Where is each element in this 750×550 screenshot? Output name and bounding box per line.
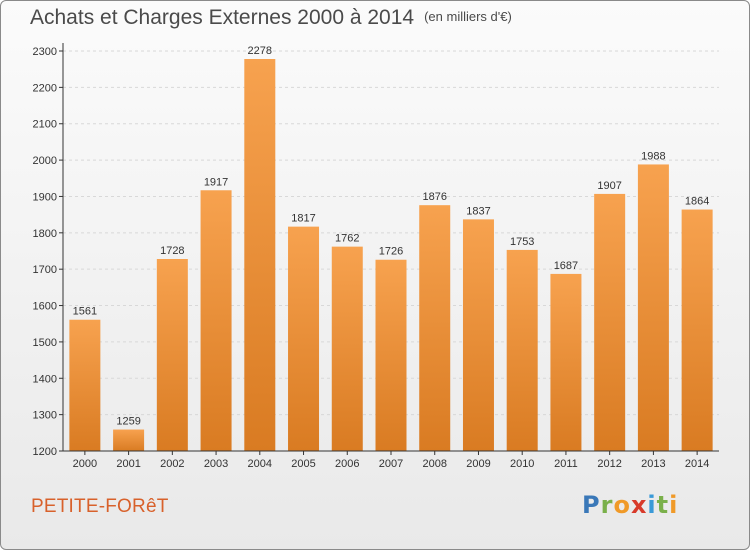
x-tick-label: 2011: [554, 458, 578, 470]
x-tick-label: 2004: [248, 458, 272, 470]
bar: [200, 190, 232, 452]
logo-letter: o: [613, 491, 631, 519]
logo-letter: r: [600, 491, 614, 519]
data-label: 1837: [466, 205, 490, 217]
axes: 1200 1300 1400 1500 1600 1700 1800 1900 2000 2100…: [33, 43, 719, 470]
data-label: 1726: [379, 246, 403, 258]
data-label: 1907: [597, 180, 621, 192]
bar: [113, 429, 145, 451]
x-tick-label: 2003: [204, 458, 228, 470]
y-tick-label: 2200: [33, 82, 57, 94]
y-tick-label: 1800: [33, 228, 57, 240]
y-tick-label: 2100: [33, 119, 57, 131]
bar: [506, 249, 538, 451]
bar: [69, 319, 101, 451]
data-label: 1876: [422, 191, 446, 203]
bar: [331, 246, 363, 451]
logo-letter: P: [582, 491, 601, 519]
logo-letter: i: [669, 491, 679, 519]
data-label: 1753: [510, 236, 534, 248]
x-tick-label: 2007: [379, 458, 403, 470]
x-tick-label: 2000: [73, 458, 97, 470]
x-tick-label: 2010: [510, 458, 534, 470]
x-tick-label: 2005: [291, 458, 315, 470]
y-tick-label: 1400: [33, 373, 57, 385]
data-label: 1917: [204, 176, 228, 188]
y-tick-label: 2300: [33, 46, 57, 58]
data-label: 1762: [335, 233, 359, 245]
data-label: 1561: [73, 306, 97, 318]
y-tick-label: 1600: [33, 301, 57, 313]
logo-letter: x: [630, 491, 648, 519]
bar: [594, 193, 626, 451]
logo-letter: i: [647, 491, 657, 519]
bar: [462, 219, 494, 451]
data-label: 1864: [685, 196, 709, 208]
data-labels: 1561 1259 1728 1917 2278 1817 1762 1726 1876 1837…: [73, 45, 710, 428]
x-tick-label: 2014: [685, 458, 709, 470]
data-label: 2278: [248, 45, 272, 57]
x-tick-label: 2006: [335, 458, 359, 470]
x-tick-label: 2012: [597, 458, 621, 470]
y-tick-label: 1900: [33, 191, 57, 203]
x-tick-label: 2002: [160, 458, 184, 470]
bar: [419, 205, 451, 451]
bar: [375, 259, 407, 451]
y-tick-label: 1700: [33, 264, 57, 276]
bar: [244, 59, 276, 451]
x-tick-label: 2008: [422, 458, 446, 470]
logo-letter: t: [656, 491, 670, 519]
data-label: 1728: [160, 245, 184, 257]
y-tick-label: 1200: [33, 446, 57, 458]
bar: [550, 273, 582, 451]
x-tick-label: 2013: [641, 458, 665, 470]
y-tick-label: 1300: [33, 410, 57, 422]
data-label: 1817: [291, 213, 315, 225]
bar: [637, 164, 669, 452]
data-label: 1988: [641, 150, 665, 162]
chart-subtitle: (en milliers d'€): [424, 9, 512, 24]
y-tick-label: 2000: [33, 155, 57, 167]
x-tick-label: 2009: [466, 458, 490, 470]
data-label: 1259: [116, 416, 140, 428]
data-label: 1687: [554, 260, 578, 272]
x-tick-label: 2001: [116, 458, 140, 470]
y-tick-label: 1500: [33, 337, 57, 349]
bar: [156, 259, 188, 451]
chart-title: Achats et Charges Externes 2000 à 2014 (e…: [30, 6, 512, 30]
bar: [288, 226, 320, 451]
bar: [681, 209, 713, 451]
proxiti-logo: Proxiti: [582, 491, 678, 519]
city-name: PETITE-FORêT: [31, 496, 169, 517]
bars: [69, 59, 713, 452]
chart-title-text: Achats et Charges Externes 2000 à 2014: [30, 6, 415, 29]
